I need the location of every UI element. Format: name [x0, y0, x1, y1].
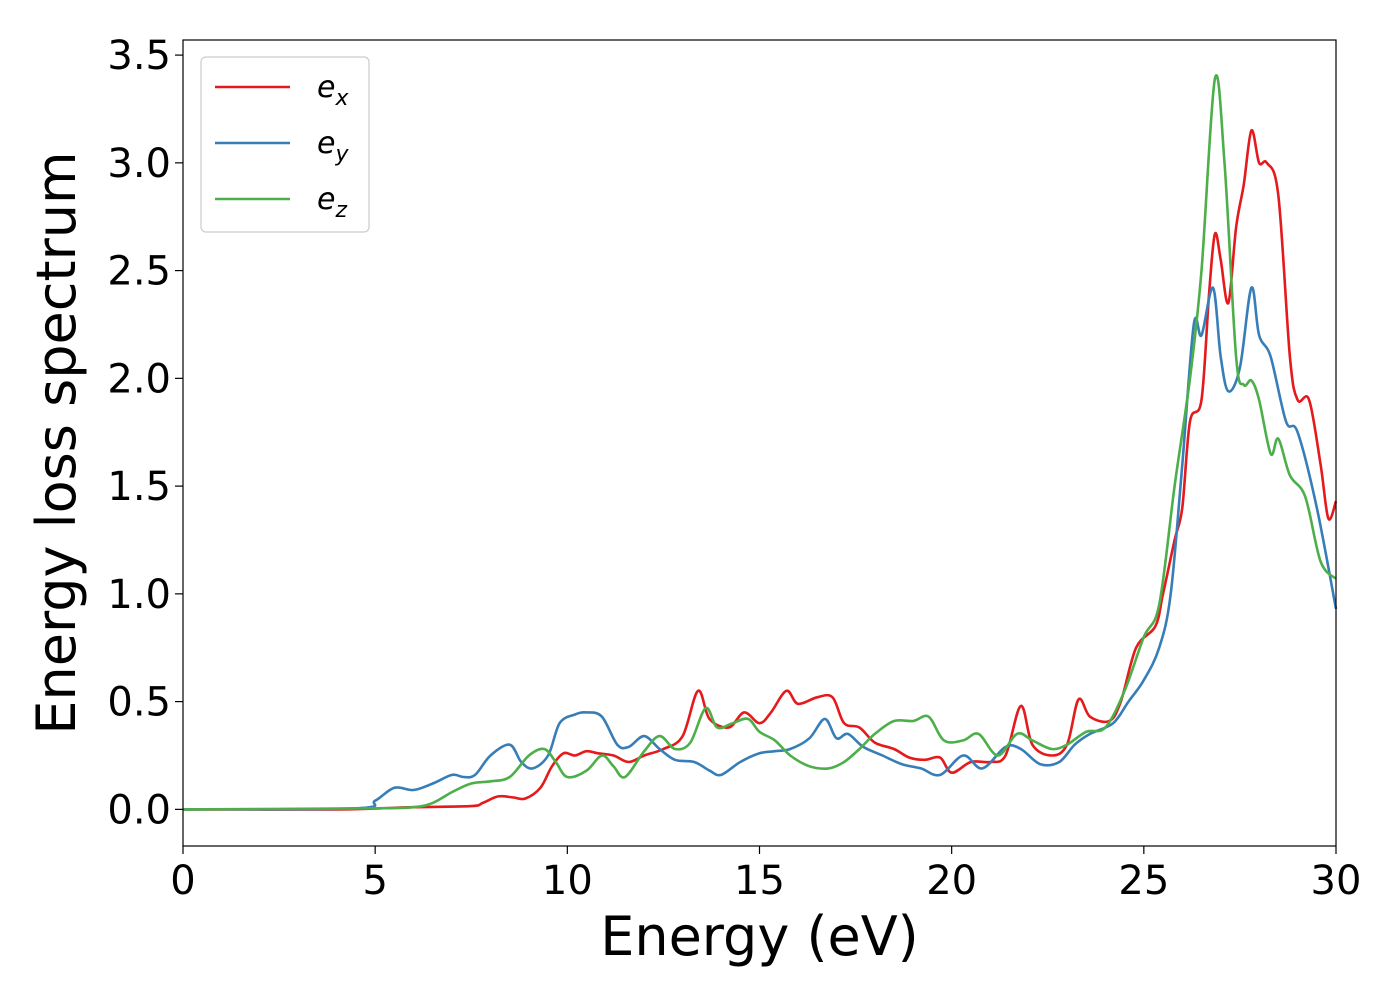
x-tick-label: 30 — [1311, 858, 1362, 904]
y-tick-label: 3.5 — [107, 33, 171, 79]
series-line-ez — [182, 74, 1337, 811]
y-tick-label: 1.5 — [107, 464, 171, 510]
y-tick-label: 2.0 — [107, 356, 171, 402]
y-tick-label: 0.0 — [107, 787, 171, 833]
x-tick-label: 20 — [926, 858, 977, 904]
x-tick-label: 15 — [734, 858, 785, 904]
y-tick-label: 3.0 — [107, 141, 171, 187]
x-tick-label: 25 — [1118, 858, 1169, 904]
y-axis: 0.0 0.5 1.0 1.5 2.0 2.5 3.0 3.5 — [107, 33, 183, 833]
x-axis-title: Energy (eV) — [600, 905, 919, 968]
plot-area — [183, 40, 1336, 846]
x-tick-label: 5 — [362, 858, 387, 904]
legend-label-ey: ey — [317, 126, 349, 167]
y-axis-title: Energy loss spectrum — [25, 151, 88, 734]
legend-frame — [200, 56, 370, 233]
y-tick-label: 0.5 — [107, 680, 171, 726]
series-line-ey — [182, 286, 1338, 811]
x-axis: 0 5 10 15 20 25 30 — [170, 846, 1361, 904]
series-layer — [182, 74, 1338, 811]
series-line-ex — [182, 129, 1338, 811]
y-tick-label: 2.5 — [107, 249, 171, 295]
x-tick-label: 10 — [542, 858, 593, 904]
y-tick-label: 1.0 — [107, 572, 171, 618]
x-tick-label: 0 — [170, 858, 195, 904]
